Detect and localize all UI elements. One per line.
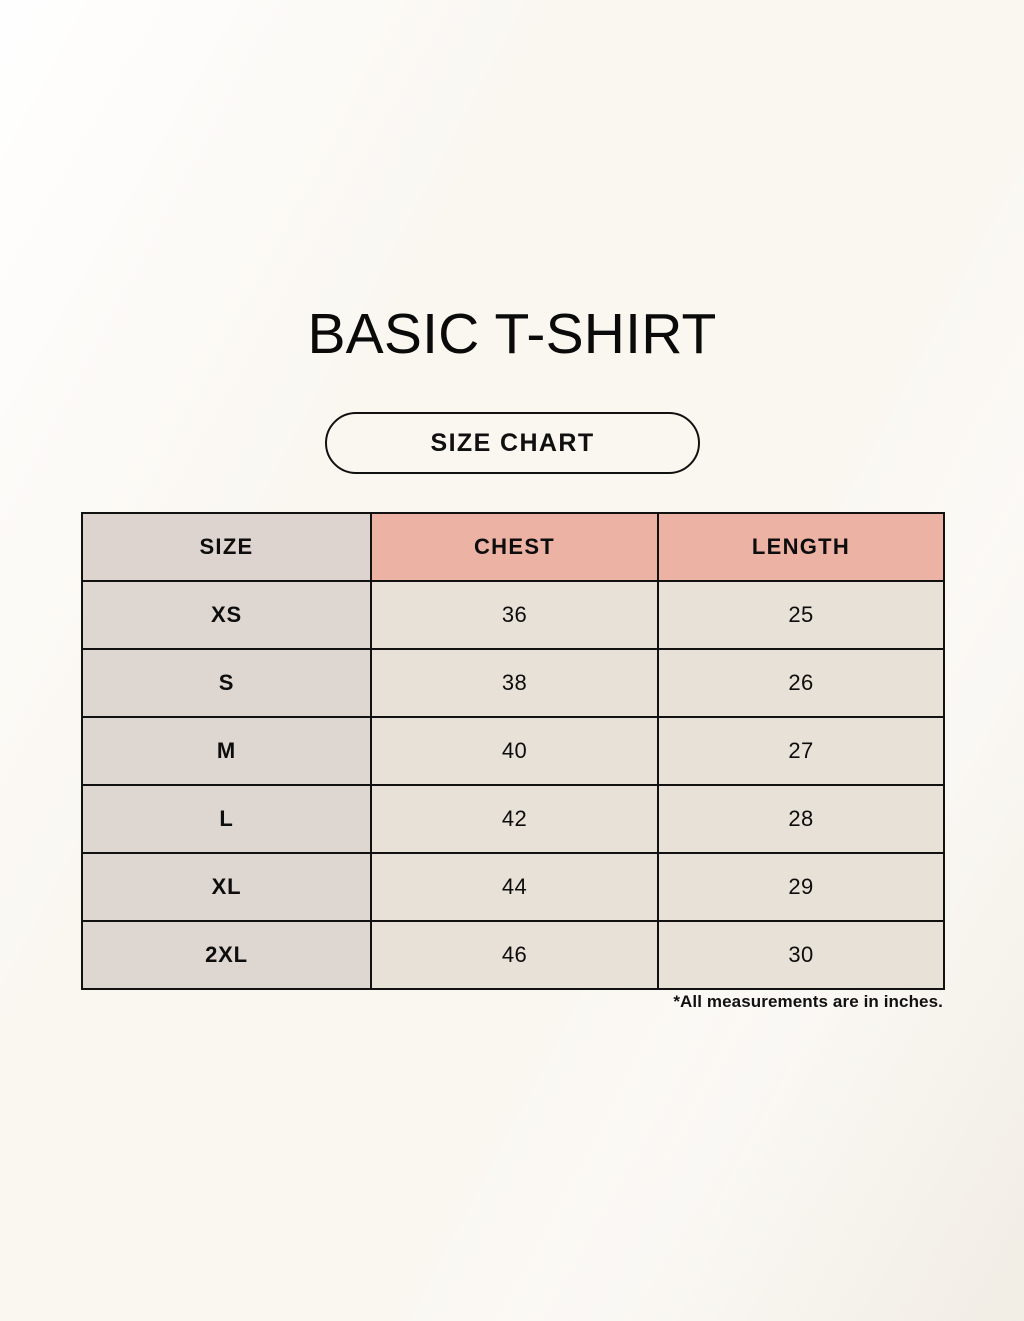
cell-length-value: 25 xyxy=(657,580,945,650)
cell-length-value: 26 xyxy=(657,648,945,718)
size-chart-badge: SIZE CHART xyxy=(325,412,700,474)
column-header-size: SIZE xyxy=(81,512,372,582)
cell-length-value: 28 xyxy=(657,784,945,854)
cell-chest-value: 44 xyxy=(370,852,659,922)
table-row: 2XL 46 30 xyxy=(81,920,945,990)
table-row: XL 44 29 xyxy=(81,852,945,922)
cell-size-label: M xyxy=(81,716,372,786)
cell-size-label: L xyxy=(81,784,372,854)
size-chart-badge-label: SIZE CHART xyxy=(430,428,595,457)
cell-length-value: 29 xyxy=(657,852,945,922)
table-row: L 42 28 xyxy=(81,784,945,854)
page-title: BASIC T-SHIRT xyxy=(307,302,717,366)
measurement-units-note: *All measurements are in inches. xyxy=(673,992,943,1011)
column-header-chest: CHEST xyxy=(370,512,659,582)
size-chart-table: SIZE CHEST LENGTH XS 36 25 S 38 26 M xyxy=(81,512,945,990)
cell-size-label: XS xyxy=(81,580,372,650)
table-row: S 38 26 xyxy=(81,648,945,718)
cell-size-label: 2XL xyxy=(81,920,372,990)
size-chart-table-container: SIZE CHEST LENGTH XS 36 25 S 38 26 M xyxy=(81,512,945,990)
cell-chest-value: 46 xyxy=(370,920,659,990)
column-header-length: LENGTH xyxy=(657,512,945,582)
cell-chest-value: 36 xyxy=(370,580,659,650)
table-row: M 40 27 xyxy=(81,716,945,786)
cell-length-value: 30 xyxy=(657,920,945,990)
cell-length-value: 27 xyxy=(657,716,945,786)
cell-chest-value: 42 xyxy=(370,784,659,854)
cell-chest-value: 38 xyxy=(370,648,659,718)
cell-chest-value: 40 xyxy=(370,716,659,786)
cell-size-label: XL xyxy=(81,852,372,922)
table-row: XS 36 25 xyxy=(81,580,945,650)
cell-size-label: S xyxy=(81,648,372,718)
table-header-row: SIZE CHEST LENGTH xyxy=(81,512,945,582)
